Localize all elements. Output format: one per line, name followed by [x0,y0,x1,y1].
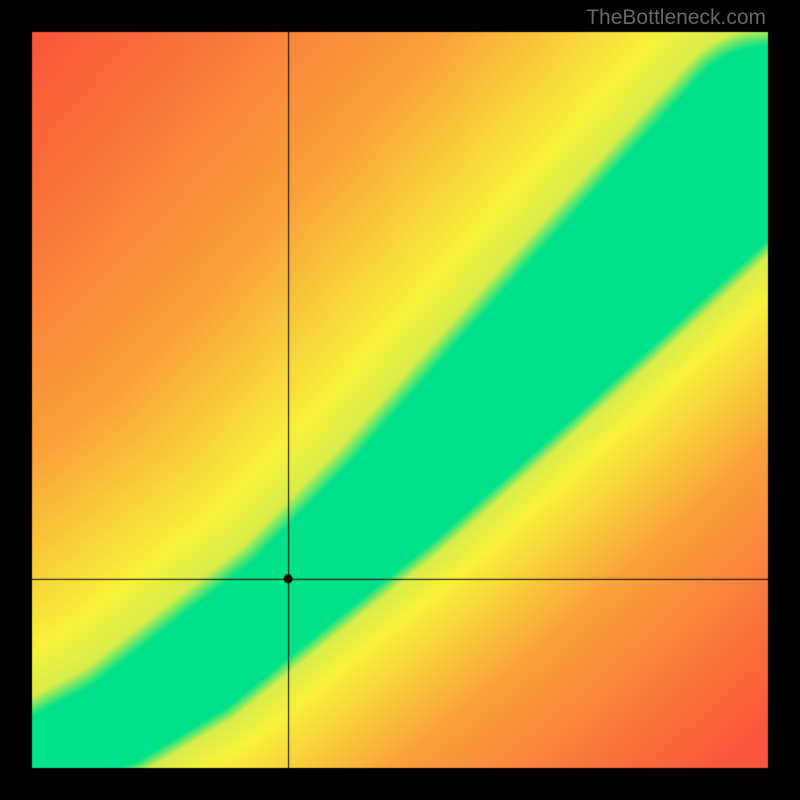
heatmap-canvas [0,0,800,800]
chart-container: TheBottleneck.com [0,0,800,800]
watermark-text: TheBottleneck.com [586,6,766,30]
